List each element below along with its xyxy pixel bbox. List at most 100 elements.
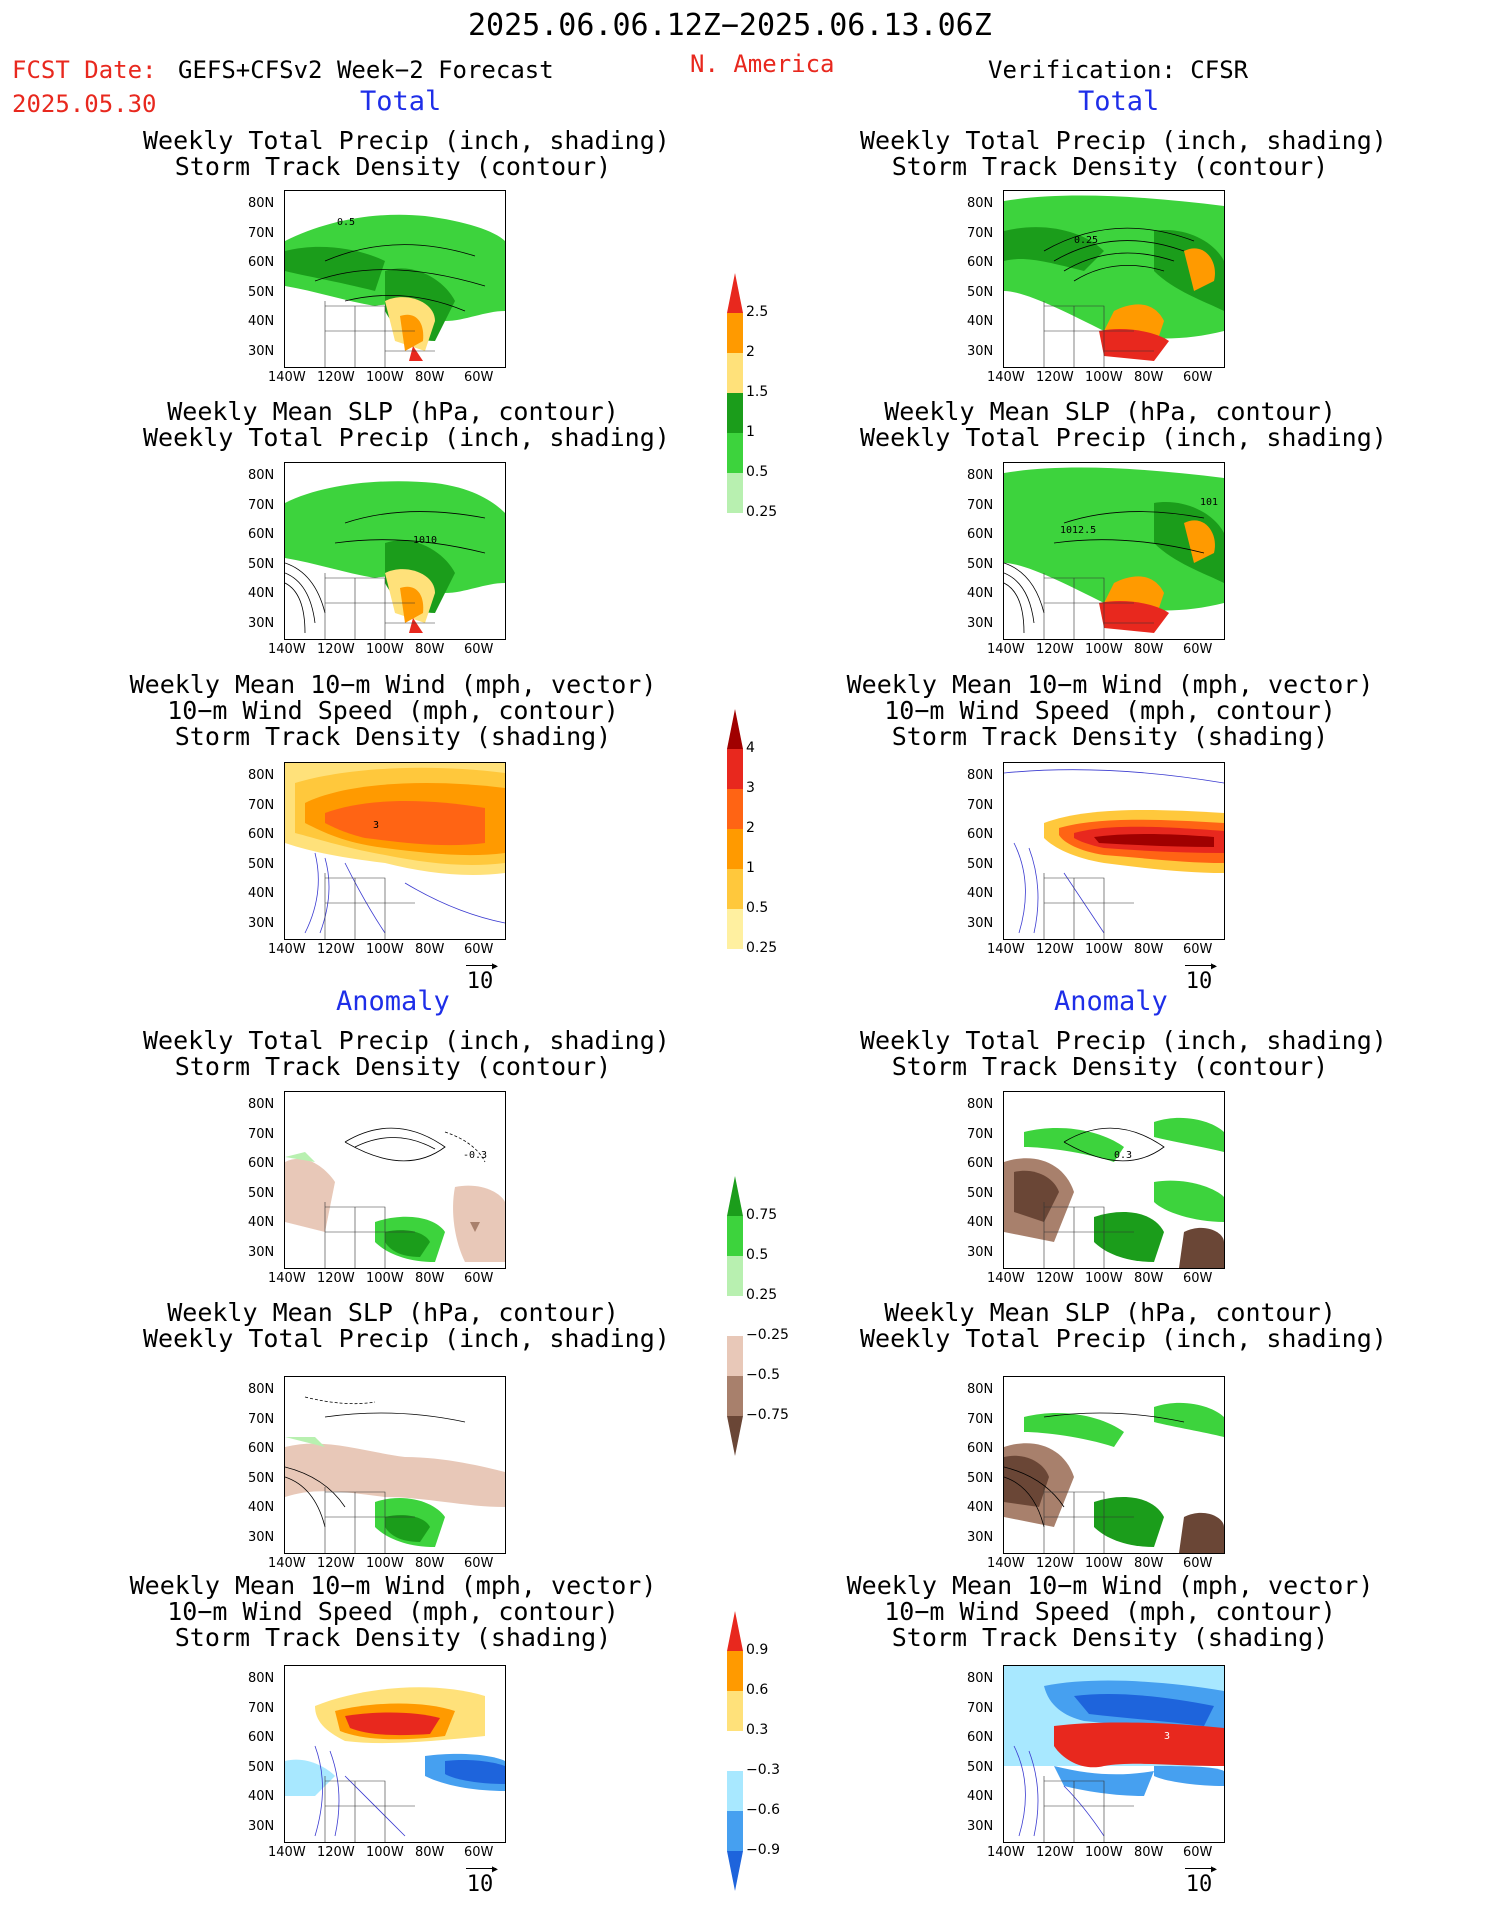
lon-tick-label: 140W (987, 642, 1025, 657)
lon-tick-label: 100W (1085, 1845, 1123, 1860)
lat-tick-label: 30N (248, 1244, 275, 1260)
contour-label: 3 (373, 820, 379, 831)
contour-label: 1010 (413, 535, 437, 546)
lat-tick-label: 30N (967, 343, 994, 359)
map-fc-anom-wind-storm (284, 1665, 506, 1843)
contour-label: 1012.5 (1060, 525, 1096, 536)
lat-tick-label: 80N (248, 1671, 275, 1686)
colorbar-swatch (727, 1376, 743, 1416)
total-label-right: Total (1078, 86, 1160, 117)
lat-tick-label: 70N (967, 1126, 994, 1142)
colorbar-tick-label: 0.25 (746, 1287, 778, 1303)
lat-tick-label: 80N (248, 468, 275, 483)
map-ob-anom-wind-storm: 3 (1003, 1665, 1225, 1843)
lon-tick-label: 80W (1134, 1845, 1164, 1860)
colorbar-tick-label: −0.9 (746, 1842, 780, 1858)
lon-tick-label: 80W (415, 1845, 445, 1860)
lat-tick-label: 70N (967, 797, 994, 813)
total-label-left: Total (360, 86, 442, 117)
lat-tick-label: 40N (967, 586, 994, 601)
colorbar-swatch (727, 1256, 743, 1296)
colorbar-swatch (727, 313, 743, 353)
lat-tick-label: 50N (967, 856, 994, 872)
colorbar-swatch (727, 393, 743, 433)
lat-tick-label: 70N (248, 1700, 275, 1716)
title-fc-wind-storm: Weekly Mean 10−m Wind (mph, vector) 10−m … (129, 670, 657, 751)
lon-tick-label: 60W (1183, 942, 1213, 957)
lon-tick-label: 140W (987, 1271, 1025, 1286)
lon-tick-label: 120W (1036, 1271, 1074, 1286)
lat-tick-label: 50N (248, 1759, 275, 1775)
lon-tick-label: 60W (1183, 1556, 1213, 1571)
lon-tick-label: 80W (415, 1556, 445, 1571)
lon-tick-label: 100W (1085, 1271, 1123, 1286)
lon-tick-label: 140W (987, 1845, 1025, 1860)
lon-tick-label: 140W (987, 942, 1025, 957)
lat-tick-label: 70N (248, 1411, 275, 1427)
lat-tick-label: 60N (967, 1156, 994, 1171)
lon-tick-label: 140W (268, 370, 306, 385)
lon-tick-label: 80W (415, 642, 445, 657)
lat-tick-label: 30N (967, 1818, 994, 1834)
colorbar-tick-label: 2.5 (746, 304, 769, 320)
lat-tick-label: 70N (967, 497, 994, 513)
lon-tick-label: 120W (1036, 370, 1074, 385)
lon-tick-label: 80W (415, 942, 445, 957)
lat-tick-label: 60N (248, 1730, 275, 1745)
lon-tick-label: 120W (317, 642, 355, 657)
fcst-label: FCST Date: (12, 56, 157, 84)
lon-tick-label: 60W (1183, 1271, 1213, 1286)
contour-label: 0.3 (1114, 1150, 1132, 1161)
verification-label: Verification: CFSR (988, 56, 1249, 84)
colorbar-precip: 2.5 2 1.5 1 0.5 0.25 (726, 272, 777, 520)
colorbar-swatch (727, 909, 743, 949)
lon-tick-label: 140W (987, 1556, 1025, 1571)
colorbar-tick-label: 0.25 (746, 940, 778, 956)
lat-tick-label: 40N (248, 1215, 275, 1230)
lat-tick-label: 60N (967, 827, 994, 842)
lat-tick-label: 70N (967, 1411, 994, 1427)
lat-tick-label: 30N (248, 1529, 275, 1545)
colorbar-tick-label: 0.25 (746, 504, 778, 520)
title-ob-anom-slp-precip: Weekly Mean SLP (hPa, contour) Weekly Tot… (860, 1298, 1387, 1353)
lon-tick-label: 80W (1134, 370, 1164, 385)
lat-tick-label: 80N (248, 1382, 275, 1397)
lon-tick-label: 120W (1036, 1556, 1074, 1571)
contour-label: 0.25 (1074, 235, 1098, 246)
lat-tick-label: 30N (248, 915, 275, 931)
colorbar-swatch (727, 1296, 743, 1336)
lat-tick-label: 80N (248, 1097, 275, 1112)
lat-tick-label: 50N (248, 856, 275, 872)
title-ob-wind-storm: Weekly Mean 10−m Wind (mph, vector) 10−m … (846, 670, 1374, 751)
lat-tick-label: 30N (967, 915, 994, 931)
lat-tick-label: 40N (248, 314, 275, 329)
lat-tick-label: 40N (248, 1500, 275, 1515)
lon-tick-label: 80W (1134, 1556, 1164, 1571)
colorbar-tick-label: 2 (746, 344, 755, 360)
colorbar-tick-label: 0.75 (746, 1207, 778, 1223)
colorbar-tick-label: 0.3 (746, 1722, 769, 1738)
region-label: N. America (690, 50, 835, 78)
colorbar-tick-label: −0.6 (746, 1802, 780, 1818)
lon-tick-label: 120W (317, 1271, 355, 1286)
lat-tick-label: 60N (967, 1441, 994, 1456)
lat-tick-label: 50N (248, 1185, 275, 1201)
colorbar-tick-label: 0.5 (746, 1247, 769, 1263)
colorbar-swatch (727, 1176, 743, 1216)
lon-tick-label: 80W (1134, 1271, 1164, 1286)
colorbar-tick-label: 0.5 (746, 464, 769, 480)
lon-tick-label: 60W (464, 1271, 494, 1286)
lat-tick-label: 30N (967, 1529, 994, 1545)
lat-tick-label: 70N (967, 225, 994, 241)
lon-tick-label: 120W (317, 1556, 355, 1571)
lat-tick-label: 80N (967, 1671, 994, 1686)
lon-tick-label: 60W (464, 942, 494, 957)
lon-tick-label: 60W (464, 1556, 494, 1571)
forecast-name: GEFS+CFSv2 Week−2 Forecast (178, 56, 554, 84)
lon-tick-label: 140W (268, 1845, 306, 1860)
anomaly-label-left: Anomaly (336, 986, 450, 1017)
title-fc-anom-precip-storm: Weekly Total Precip (inch, shading) Storm… (143, 1026, 670, 1081)
lat-tick-label: 60N (248, 827, 275, 842)
arrow-icon: ▶ (1211, 1864, 1218, 1875)
title-fc-anom-wind-storm: Weekly Mean 10−m Wind (mph, vector) 10−m … (129, 1571, 657, 1652)
